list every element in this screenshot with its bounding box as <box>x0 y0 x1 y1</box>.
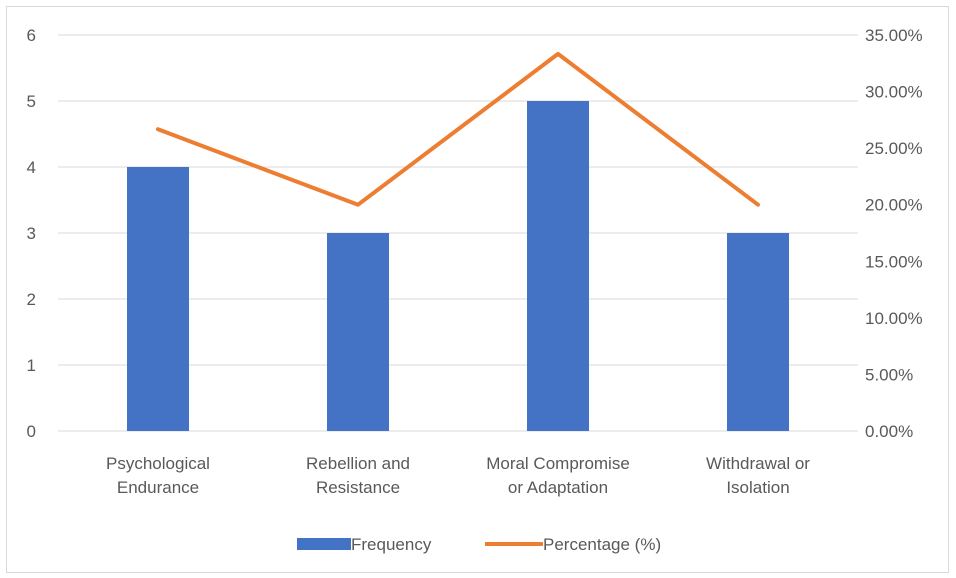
category-label-line: Withdrawal or <box>706 454 810 473</box>
legend-swatch-frequency <box>297 538 351 550</box>
right-tick-label: 35.00% <box>865 26 923 45</box>
right-tick-label: 10.00% <box>865 309 923 328</box>
right-tick-label: 25.00% <box>865 139 923 158</box>
legend-label-percentage: Percentage (%) <box>543 535 661 554</box>
left-tick-label: 1 <box>27 356 36 375</box>
category-label-line: Endurance <box>117 478 199 497</box>
category-label-line: Moral Compromise <box>486 454 630 473</box>
frequency-bar <box>327 233 389 431</box>
percentage-line <box>156 51 760 207</box>
gridlines <box>58 34 858 432</box>
left-tick-label: 6 <box>27 26 36 45</box>
category-label: Rebellion and Resistance <box>306 454 410 497</box>
category-label: Moral Compromise or Adaptation <box>486 454 630 497</box>
category-label-line: Rebellion and <box>306 454 410 473</box>
category-label-line: Psychological <box>106 454 210 473</box>
legend-label-frequency: Frequency <box>351 535 432 554</box>
right-tick-label: 0.00% <box>865 422 913 441</box>
left-tick-label: 5 <box>27 92 36 111</box>
left-tick-label: 2 <box>27 290 36 309</box>
legend: Frequency Percentage (%) <box>297 535 661 554</box>
left-tick-label: 3 <box>27 224 36 243</box>
left-axis-ticks: 0 1 2 3 4 5 6 <box>27 26 36 441</box>
category-label-line: Isolation <box>726 478 789 497</box>
right-tick-label: 30.00% <box>865 83 923 102</box>
right-tick-label: 20.00% <box>865 196 923 215</box>
frequency-bar <box>527 101 589 431</box>
percentage-line-layer <box>156 51 760 207</box>
category-label: Psychological Endurance <box>106 454 210 497</box>
left-tick-label: 0 <box>27 422 36 441</box>
category-label-line: or Adaptation <box>508 478 608 497</box>
category-label: Withdrawal or Isolation <box>706 454 810 497</box>
left-tick-label: 4 <box>27 158 36 177</box>
category-labels: Psychological Endurance Rebellion and Resis… <box>106 454 810 497</box>
category-label-line: Resistance <box>316 478 400 497</box>
right-axis-ticks: 0.00% 5.00% 10.00% 15.00% 20.00% 25.00% 30.00%… <box>865 26 923 441</box>
frequency-bar <box>127 167 189 431</box>
frequency-bars <box>127 101 789 431</box>
right-tick-label: 15.00% <box>865 252 923 271</box>
right-tick-label: 5.00% <box>865 365 913 384</box>
frequency-bar <box>727 233 789 431</box>
